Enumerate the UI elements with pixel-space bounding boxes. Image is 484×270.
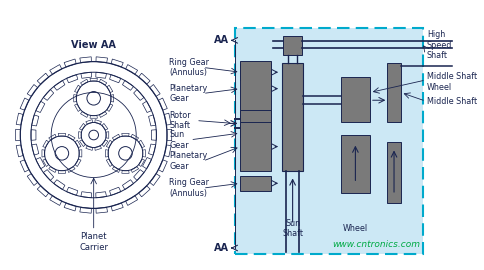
Text: AA: AA (214, 243, 229, 253)
Bar (241, 110, 272, 137)
Bar (241, 176, 272, 191)
Text: AA: AA (214, 35, 229, 45)
Text: Planetary
Gear: Planetary Gear (169, 151, 207, 171)
Bar (241, 61, 272, 117)
Text: High
Speed
Shaft: High Speed Shaft (427, 30, 452, 60)
Text: Sun
Shaft: Sun Shaft (282, 219, 303, 238)
Text: Rotor
Shaft: Rotor Shaft (169, 111, 191, 130)
Bar (387, 63, 401, 123)
Text: Middle Shaft: Middle Shaft (427, 97, 477, 106)
Bar (341, 77, 370, 123)
Bar (241, 123, 272, 171)
Text: Planet
Carrier: Planet Carrier (79, 232, 108, 252)
Bar (387, 142, 401, 202)
Bar (283, 36, 302, 55)
Text: View AA: View AA (71, 40, 116, 50)
Text: Planetary
Gear: Planetary Gear (169, 84, 207, 103)
Bar (282, 63, 303, 171)
Text: Middle Shaft
Wheel: Middle Shaft Wheel (427, 72, 477, 92)
Bar (241, 65, 272, 80)
Bar (235, 28, 423, 254)
Text: Sun
Gear: Sun Gear (169, 130, 189, 150)
Text: Wheel: Wheel (343, 224, 368, 233)
Text: www.cntronics.com: www.cntronics.com (333, 240, 421, 249)
Text: Ring Gear
(Annulus): Ring Gear (Annulus) (169, 58, 209, 77)
Text: Ring Gear
(Annulus): Ring Gear (Annulus) (169, 178, 209, 198)
Bar (341, 135, 370, 193)
